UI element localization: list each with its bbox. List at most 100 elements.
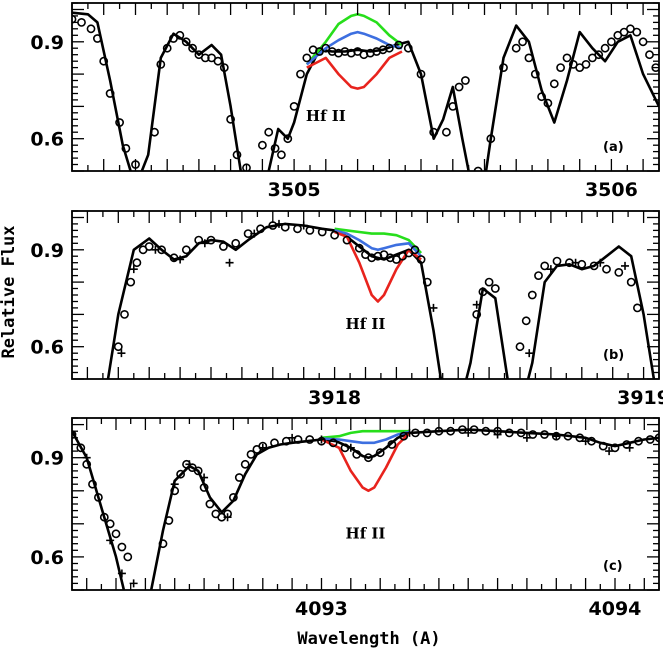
data-cross: [552, 432, 561, 441]
data-point: [524, 53, 534, 63]
data-point: [283, 134, 293, 144]
data-point: [472, 309, 482, 319]
data-cross: [200, 473, 209, 482]
data-point: [156, 60, 166, 69]
tick-marks: [71, 210, 660, 380]
data-point: [94, 492, 103, 502]
data-point: [193, 466, 203, 476]
y-tick-label: 0.9: [30, 32, 64, 54]
data-point: [218, 242, 228, 251]
data-point: [499, 63, 508, 72]
data-point: [270, 438, 279, 448]
data-point: [228, 492, 238, 502]
data-point: [645, 50, 654, 60]
data-point: [422, 428, 432, 438]
data-point: [181, 245, 191, 255]
y-tick-label: 0.6: [30, 547, 64, 569]
model-red-line: [334, 230, 422, 303]
data-point: [111, 529, 121, 539]
x-tick-label: 4094: [589, 598, 642, 620]
model-blue-line: [334, 229, 423, 258]
data-point: [534, 271, 543, 280]
data-cross: [170, 480, 179, 489]
data-point: [99, 512, 109, 522]
model-green-line: [321, 429, 410, 440]
data-cross: [596, 258, 605, 267]
data-cross: [546, 265, 555, 274]
data-point: [600, 43, 610, 53]
data-cross: [525, 349, 534, 358]
data-point: [521, 316, 531, 326]
data-point: [305, 435, 315, 444]
data-cross: [522, 433, 531, 442]
model-red-line: [320, 431, 411, 493]
data-point: [264, 127, 274, 137]
data-point: [121, 143, 131, 153]
tick-marks: [71, 417, 660, 591]
data-point: [416, 255, 426, 264]
data-point: [302, 53, 312, 63]
x-tick-label: 3919: [617, 387, 663, 409]
panel-a: 0.6 0.9 3505 3506 (a) Hf II: [30, 2, 660, 201]
data-point: [293, 435, 303, 444]
data-point: [150, 127, 159, 137]
data-point: [581, 60, 591, 69]
data-cross: [464, 428, 473, 437]
data-cross: [493, 430, 502, 439]
data-point: [504, 428, 514, 438]
data-point: [213, 56, 223, 66]
data-point: [281, 436, 291, 446]
data-cross: [571, 258, 580, 267]
data-point: [478, 287, 488, 297]
data-point: [490, 284, 500, 293]
data-cross: [605, 447, 614, 456]
data-point: [602, 264, 611, 274]
model-green-line: [305, 13, 403, 66]
data-point: [93, 34, 102, 43]
data-point: [626, 277, 636, 287]
data-point: [289, 102, 299, 111]
data-point: [176, 469, 185, 479]
data-point: [422, 277, 432, 287]
y-tick-label: 0.6: [30, 129, 64, 151]
data-point: [530, 69, 540, 79]
data-point: [330, 230, 339, 240]
data-point: [105, 89, 115, 98]
data-point: [481, 426, 491, 436]
data-cross: [225, 258, 234, 267]
data-point: [645, 435, 655, 444]
model-blue-line: [321, 430, 410, 445]
data-point: [205, 499, 215, 509]
data-cross: [151, 245, 160, 254]
data-point: [242, 163, 251, 171]
data-point: [634, 436, 643, 446]
panel-tag: (c): [603, 559, 623, 574]
model-blue-line: [305, 30, 403, 66]
data-cross: [472, 300, 481, 309]
data-point: [486, 134, 496, 144]
data-point: [614, 267, 624, 277]
data-point: [231, 238, 241, 248]
data-point: [296, 69, 305, 79]
data-cross: [435, 375, 444, 379]
data-point: [410, 245, 420, 255]
data-point: [387, 440, 397, 449]
data-cross: [129, 265, 138, 274]
data-point: [246, 449, 256, 459]
data-point: [132, 258, 142, 268]
data-point: [632, 27, 642, 37]
data-point: [363, 453, 373, 463]
data-point: [446, 426, 455, 436]
data-cross: [82, 453, 91, 462]
data-point: [270, 143, 280, 153]
data-cross: [250, 229, 259, 238]
data-cross: [274, 219, 283, 228]
data-point: [200, 53, 210, 63]
data-point: [164, 516, 174, 525]
x-tick-label: 3505: [268, 179, 321, 201]
data-point: [515, 342, 525, 352]
data-point: [528, 430, 538, 439]
data-cross: [106, 536, 115, 545]
x-axis-title: Wavelength (A): [297, 629, 440, 649]
